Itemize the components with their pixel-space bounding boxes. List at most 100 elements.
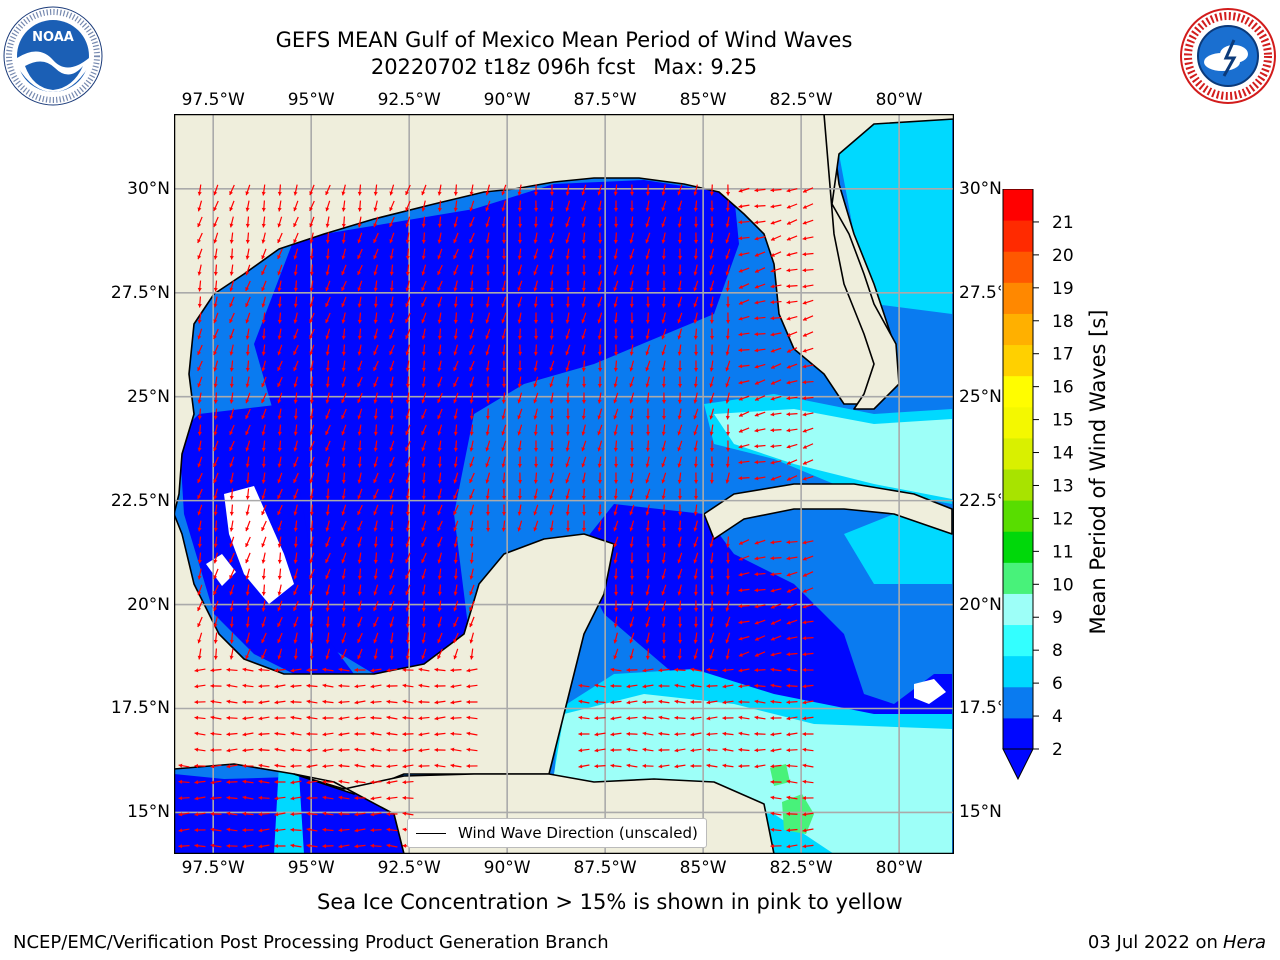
wave-arrow-182: [613, 248, 618, 260]
wave-arrow-1097: [386, 668, 398, 673]
wave-arrow-1258: [354, 747, 366, 752]
wave-arrow-1343: [338, 795, 350, 800]
wave-arrow-980: [629, 600, 634, 612]
wave-arrow-469: [213, 376, 218, 388]
colorbar-tick-label-8: 13: [1052, 476, 1074, 496]
wave-arrow-366: [437, 328, 442, 340]
wave-arrow-252: [485, 280, 491, 292]
wave-arrow-1116: [194, 684, 206, 689]
wave-arrow-78: [197, 216, 203, 228]
wave-arrow-107: [661, 216, 667, 228]
wave-arrow-500: [709, 376, 715, 388]
wave-arrow-1396: [322, 844, 334, 849]
wave-arrow-801: [645, 504, 650, 516]
wave-arrow-69: [677, 200, 683, 212]
colorbar-tick-label-5: 10: [1052, 575, 1074, 595]
wave-arrow-1349: [786, 795, 798, 800]
wave-arrow-926: [754, 572, 766, 577]
wave-arrow-1152: [242, 699, 254, 705]
wave-arrow-709: [309, 472, 315, 484]
wave-arrow-1327: [370, 780, 382, 785]
wave-arrow-873: [277, 552, 282, 564]
wave-arrow-1138: [642, 684, 654, 689]
wave-arrow-1290: [322, 764, 334, 769]
wave-arrow-862: [725, 536, 730, 548]
wave-arrow-891: [693, 552, 699, 564]
wave-arrow-27: [629, 184, 635, 196]
wave-arrow-1076: [677, 648, 682, 660]
wave-arrow-1012: [645, 616, 651, 628]
wave-arrow-261: [629, 280, 634, 292]
wave-arrow-954: [709, 584, 715, 596]
wave-arrow-95: [469, 216, 475, 228]
wave-arrow-729: [629, 472, 634, 484]
wave-arrow-328: [453, 312, 458, 324]
wave-arrow-1310: [738, 764, 750, 769]
wave-arrow-1184: [226, 715, 238, 720]
wave-arrow-286: [405, 296, 411, 308]
wave-arrow-364: [405, 328, 411, 340]
wave-arrow-443: [421, 360, 426, 372]
wave-arrow-50: [373, 200, 378, 212]
wave-arrow-1319: [242, 779, 254, 784]
wave-arrow-1118: [226, 683, 238, 688]
wave-arrow-1037: [421, 632, 426, 644]
wave-arrow-180: [581, 248, 587, 260]
wave-arrow-1234: [594, 732, 606, 737]
wave-arrow-1282: [194, 763, 206, 769]
wave-arrow-1345: [370, 796, 382, 801]
wave-arrow-590: [277, 424, 282, 436]
wave-arrow-217: [549, 264, 554, 276]
wave-arrow-706: [261, 472, 266, 484]
wave-arrow-1169: [610, 700, 622, 705]
wave-arrow-1367: [786, 811, 798, 816]
wave-arrow-723: [533, 472, 538, 484]
wave-arrow-705: [245, 472, 250, 484]
wave-arrow-823: [485, 520, 491, 532]
wave-arrow-592: [309, 424, 315, 436]
wave-arrow-639: [437, 440, 442, 452]
wave-arrow-1098: [402, 667, 414, 672]
wave-arrow-1119: [242, 683, 254, 688]
wave-arrow-402: [389, 344, 395, 356]
wave-arrow-369: [485, 328, 491, 340]
wave-arrow-31: [693, 184, 698, 196]
wave-arrow-224: [661, 264, 667, 276]
wave-arrow-582: [770, 412, 782, 417]
wave-arrow-89: [373, 216, 379, 228]
wave-arrow-641: [469, 440, 474, 452]
wave-arrow-966: [277, 600, 283, 612]
wave-arrow-145: [645, 232, 651, 244]
wave-arrow-1067: [405, 648, 410, 660]
wave-arrow-1299: [466, 763, 478, 769]
wave-arrow-810: [277, 520, 283, 532]
wave-arrow-177: [533, 248, 539, 260]
wave-arrow-1368: [802, 812, 814, 817]
wave-arrow-1107: [674, 667, 686, 672]
wave-arrow-566: [517, 408, 523, 420]
wave-arrow-1341: [306, 795, 318, 801]
wave-arrow-629: [277, 440, 282, 452]
wave-arrow-493: [597, 376, 602, 388]
wave-arrow-133: [453, 232, 459, 244]
wave-arrow-589: [261, 424, 266, 436]
wave-arrow-73: [738, 204, 750, 209]
wave-arrow-613: [645, 424, 651, 436]
wave-arrow-973: [389, 600, 395, 612]
wave-arrow-1123: [306, 683, 318, 688]
wave-arrow-1135: [594, 683, 606, 688]
wave-arrow-1275: [722, 747, 734, 752]
wave-arrow-70: [693, 200, 698, 212]
wave-arrow-746: [277, 488, 283, 500]
wave-arrow-442: [405, 360, 410, 372]
wave-arrow-56: [469, 200, 475, 212]
wave-arrow-1177: [738, 699, 750, 704]
colorbar-box-14: [1003, 282, 1033, 314]
wave-arrow-85: [309, 216, 315, 228]
wave-arrow-508: [213, 392, 218, 404]
wave-arrow-1091: [290, 668, 302, 673]
wave-arrow-1115: [802, 667, 814, 673]
wave-arrow-526: [501, 392, 506, 404]
wave-arrow-904: [277, 568, 282, 580]
wave-arrow-636: [389, 440, 395, 452]
